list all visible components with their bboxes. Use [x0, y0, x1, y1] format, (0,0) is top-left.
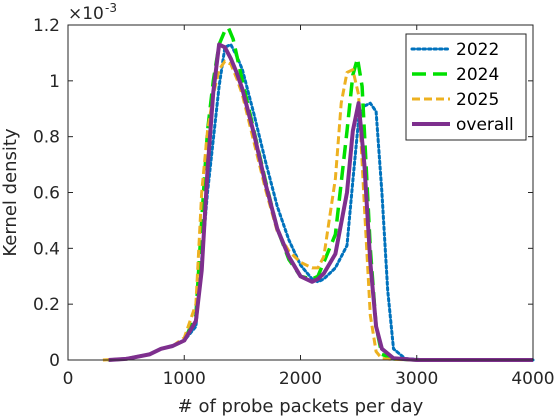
x-tick-label: 0	[63, 369, 74, 389]
series-layer	[102, 26, 535, 362]
y-axis-label: Kernel density	[0, 128, 21, 257]
y-tick-label: 0.4	[33, 239, 60, 259]
y-tick-label: 1	[49, 72, 60, 92]
y-tick-label: 0.2	[33, 295, 60, 315]
series-line-overall	[108, 42, 533, 362]
y-axis-exponent-power: -3	[105, 1, 117, 15]
x-tick-label: 2000	[279, 369, 322, 389]
y-axis-exponent-base: ×10	[68, 4, 104, 24]
y-tick-label: 0	[49, 351, 60, 371]
x-tick-label: 1000	[163, 369, 206, 389]
legend-label-overall: overall	[456, 115, 514, 135]
y-tick-label: 0.8	[33, 128, 60, 148]
x-tick-label: 4000	[511, 369, 554, 389]
legend: 2022 2024 2025 overall	[405, 33, 527, 141]
y-tick-label: 0.6	[33, 184, 60, 204]
legend-label-2025: 2025	[456, 90, 499, 110]
tick-layer: 0 1000 2000 3000 4000 0 0.2 0.4 0.6 0.8 1 1.2	[33, 16, 555, 389]
legend-label-2022: 2022	[456, 40, 499, 60]
x-tick-label: 3000	[395, 369, 438, 389]
legend-label-2024: 2024	[456, 65, 499, 85]
series-line-2025	[102, 59, 533, 362]
x-axis-label: # of probe packets per day	[178, 396, 424, 417]
y-tick-label: 1.2	[33, 16, 60, 36]
